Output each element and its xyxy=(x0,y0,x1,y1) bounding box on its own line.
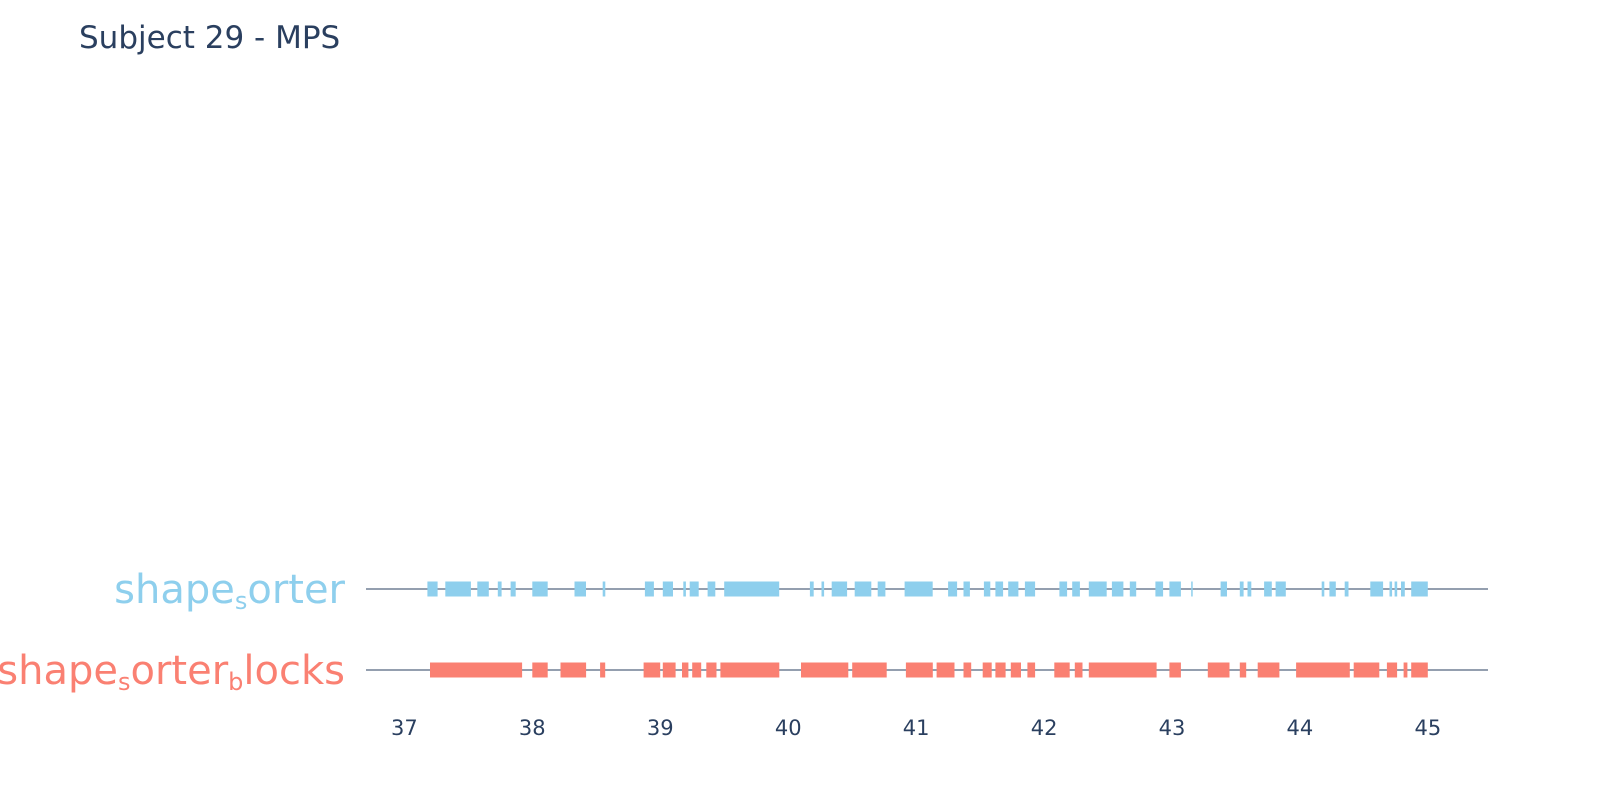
event-bar xyxy=(706,662,717,678)
x-axis-ticks: 37 38 39 40 41 42 43 44 45 xyxy=(391,716,1441,740)
event-bar xyxy=(1275,581,1286,597)
event-bar xyxy=(532,662,548,678)
event-bar xyxy=(707,581,716,597)
event-bar xyxy=(600,662,606,678)
event-bar xyxy=(1220,581,1227,597)
event-bar xyxy=(963,662,972,678)
event-bar xyxy=(477,581,489,597)
x-tick-label: 43 xyxy=(1159,716,1186,740)
event-bar xyxy=(831,581,848,597)
event-bar xyxy=(497,581,502,597)
event-bar xyxy=(809,581,814,597)
event-bar xyxy=(1370,581,1384,597)
event-bar xyxy=(936,662,955,678)
event-bar xyxy=(852,662,887,678)
event-bar xyxy=(983,581,991,597)
x-tick-label: 38 xyxy=(519,716,546,740)
event-bar xyxy=(510,581,516,597)
event-bar xyxy=(1010,662,1021,678)
event-bar xyxy=(1155,581,1164,597)
row-shape_sorter_blocks: shapesorterblocks xyxy=(0,648,1488,696)
event-bar xyxy=(801,662,849,678)
event-bar xyxy=(821,581,825,597)
event-bar xyxy=(1403,662,1408,678)
event-bar xyxy=(1059,581,1068,597)
row-shape_sorter: shapesorter xyxy=(114,567,1488,615)
event-bar xyxy=(1353,662,1380,678)
event-bar xyxy=(724,581,780,597)
event-bar xyxy=(430,662,523,678)
event-bar xyxy=(1394,581,1398,597)
event-bar xyxy=(1411,662,1428,678)
event-bar xyxy=(1027,662,1036,678)
event-bar xyxy=(1411,581,1428,597)
x-tick-label: 37 xyxy=(391,716,418,740)
x-tick-label: 44 xyxy=(1287,716,1314,740)
event-bar xyxy=(1296,662,1350,678)
event-bar xyxy=(643,662,661,678)
event-bar xyxy=(427,581,438,597)
rows-layer: shapesorter shapesorterblocks xyxy=(0,567,1488,696)
event-bar xyxy=(662,581,673,597)
event-bar xyxy=(1401,581,1405,597)
event-bar xyxy=(1072,581,1080,597)
event-bar xyxy=(1008,581,1019,597)
event-bar xyxy=(1074,662,1083,678)
event-bar xyxy=(692,662,702,678)
event-bar xyxy=(995,662,1006,678)
event-bar xyxy=(854,581,872,597)
event-bar xyxy=(1321,581,1325,597)
event-bar xyxy=(1239,581,1244,597)
event-bar xyxy=(602,581,606,597)
event-bar xyxy=(689,581,699,597)
event-bar xyxy=(877,581,886,597)
event-bar xyxy=(1088,662,1157,678)
x-tick-label: 42 xyxy=(1031,716,1058,740)
x-tick-label: 45 xyxy=(1415,716,1442,740)
event-bar xyxy=(1264,581,1272,597)
event-bar xyxy=(662,662,676,678)
event-bar xyxy=(560,662,587,678)
chart-title: Subject 29 - MPS xyxy=(79,20,340,56)
event-bar xyxy=(1088,581,1107,597)
event-bar xyxy=(963,581,970,597)
event-bar xyxy=(1257,662,1280,678)
event-bar xyxy=(682,662,689,678)
x-tick-label: 41 xyxy=(903,716,930,740)
event-bar xyxy=(1169,581,1181,597)
event-bar xyxy=(1054,662,1070,678)
event-bar xyxy=(1169,662,1181,678)
event-bar xyxy=(1239,662,1247,678)
event-bar xyxy=(445,581,471,597)
event-bar xyxy=(982,662,992,678)
row-label-shape_sorter: shapesorter xyxy=(114,567,345,615)
event-bar xyxy=(644,581,654,597)
row-label-shape_sorter_blocks: shapesorterblocks xyxy=(0,648,345,696)
event-bar xyxy=(1129,581,1137,597)
event-bar xyxy=(905,662,933,678)
event-bar xyxy=(1386,662,1398,678)
event-bar xyxy=(1024,581,1036,597)
x-tick-label: 40 xyxy=(775,716,802,740)
x-tick-label: 39 xyxy=(647,716,674,740)
event-bar xyxy=(574,581,586,597)
event-bar xyxy=(1191,581,1193,597)
event-bar xyxy=(1389,581,1393,597)
event-bar xyxy=(1344,581,1349,597)
event-bar xyxy=(683,581,686,597)
event-bar xyxy=(1247,581,1252,597)
event-bar xyxy=(1329,581,1336,597)
event-bar xyxy=(948,581,958,597)
event-bar xyxy=(1111,581,1124,597)
event-bar xyxy=(720,662,780,678)
event-bar xyxy=(1207,662,1230,678)
event-bar xyxy=(904,581,933,597)
event-bar xyxy=(532,581,548,597)
event-bar xyxy=(995,581,1004,597)
